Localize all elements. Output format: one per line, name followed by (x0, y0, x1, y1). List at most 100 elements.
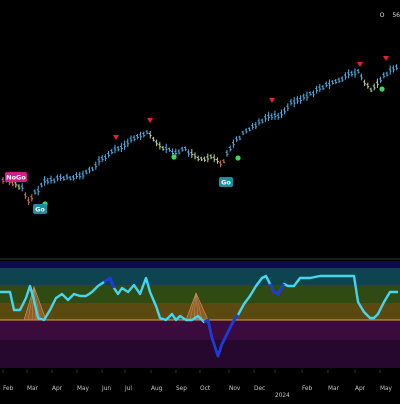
price-bar (376, 78, 379, 88)
price-bar (299, 95, 302, 104)
x-axis: Feb Mar Apr May Jun Jul Aug Sep Oct Nov Dec 2024 Feb… (2, 370, 393, 399)
price-bar (65, 173, 69, 180)
price-bar (388, 65, 392, 75)
price-bar (206, 153, 210, 163)
go-badge-label: Go (35, 206, 45, 214)
price-bar (30, 194, 34, 202)
price-bar (244, 128, 248, 134)
price-bar (180, 146, 184, 152)
price-bar (366, 82, 370, 89)
price-bar (264, 113, 267, 122)
price-bar (184, 146, 187, 151)
price-bar (395, 64, 398, 71)
x-tick-label: May (380, 386, 393, 392)
price-bar (344, 72, 347, 80)
header-readout: O 56 (380, 12, 400, 19)
sell-arrow-icon (147, 118, 153, 123)
price-bar (120, 142, 123, 153)
price-bar (209, 154, 213, 160)
oscillator-panel (0, 261, 400, 368)
nogo-badge: NoGo (5, 172, 27, 182)
sell-arrow-icon (357, 62, 363, 67)
price-bar (228, 145, 232, 152)
price-bar (11, 181, 14, 187)
price-bar (52, 178, 56, 184)
price-bar (43, 176, 46, 186)
price-bar (315, 85, 318, 94)
price-bar (158, 141, 162, 150)
sell-arrow-icon (113, 135, 119, 140)
price-bar (260, 118, 264, 124)
price-bar (88, 166, 91, 174)
price-bar (337, 77, 341, 83)
price-bar (193, 152, 197, 160)
zone-band (0, 320, 400, 340)
price-bar (75, 172, 78, 179)
price-bar (270, 113, 274, 121)
price-bar (334, 79, 338, 85)
price-bar (353, 68, 357, 78)
x-tick-label: Apr (52, 386, 63, 392)
price-bar (142, 131, 146, 138)
price-bar (81, 170, 85, 180)
price-bar (296, 96, 299, 104)
price-bar (72, 175, 75, 181)
price-bar (372, 83, 376, 91)
oscillator-line-segment (103, 276, 116, 289)
go-badge: Go (219, 177, 233, 187)
price-bar (27, 197, 30, 206)
price-bar (145, 130, 149, 135)
price-bar (328, 79, 331, 90)
x-tick-label: Nov (229, 386, 241, 392)
price-bar (148, 130, 152, 139)
price-bar (292, 97, 296, 107)
price-bar (84, 169, 88, 175)
price-bar (318, 84, 322, 93)
x-tick-label: May (77, 386, 90, 392)
price-bar (136, 133, 139, 140)
zone-band (0, 261, 400, 268)
price-bar (91, 166, 94, 172)
price-bar (196, 155, 200, 162)
price-bar (155, 139, 158, 147)
go-dot-icon (379, 86, 385, 92)
go-badge-bg (219, 177, 233, 187)
price-panel: NoGo Go Go (1, 56, 398, 214)
zone-band (0, 285, 400, 303)
price-bar (161, 146, 165, 151)
price-bar (1, 176, 5, 184)
price-bar (232, 139, 235, 148)
cone-hatch (189, 292, 197, 321)
price-bar (200, 156, 203, 162)
price-bar (36, 185, 40, 196)
oscillator-line-segment (268, 283, 286, 296)
price-bar (132, 135, 136, 142)
cone-hatch (33, 286, 41, 321)
x-tick-label: Jun (101, 386, 111, 392)
go-badge-label: Go (221, 179, 231, 187)
price-bar (152, 136, 155, 142)
price-bar (312, 90, 315, 98)
price-bar (56, 174, 59, 182)
x-tick-label: Mar (27, 386, 39, 392)
price-bar (126, 138, 130, 148)
oscillator-line (0, 274, 398, 358)
price-bar (68, 176, 72, 181)
price-bar (283, 107, 286, 115)
x-tick-label: Oct (200, 386, 211, 392)
x-tick-label: Apr (355, 386, 366, 392)
oscillator-cone (185, 292, 209, 321)
price-bar (350, 70, 354, 77)
price-bar (222, 159, 226, 164)
price-bar (280, 109, 283, 119)
price-bar (190, 149, 194, 159)
nogo-badge-bg (5, 172, 27, 182)
nogo-badge-label: NoGo (6, 174, 26, 182)
price-bar (273, 110, 277, 121)
x-tick-label: 2024 (275, 393, 290, 399)
price-bar (379, 76, 382, 84)
go-dot-icon (235, 155, 241, 161)
price-bar (324, 81, 328, 88)
price-bar (254, 122, 258, 130)
